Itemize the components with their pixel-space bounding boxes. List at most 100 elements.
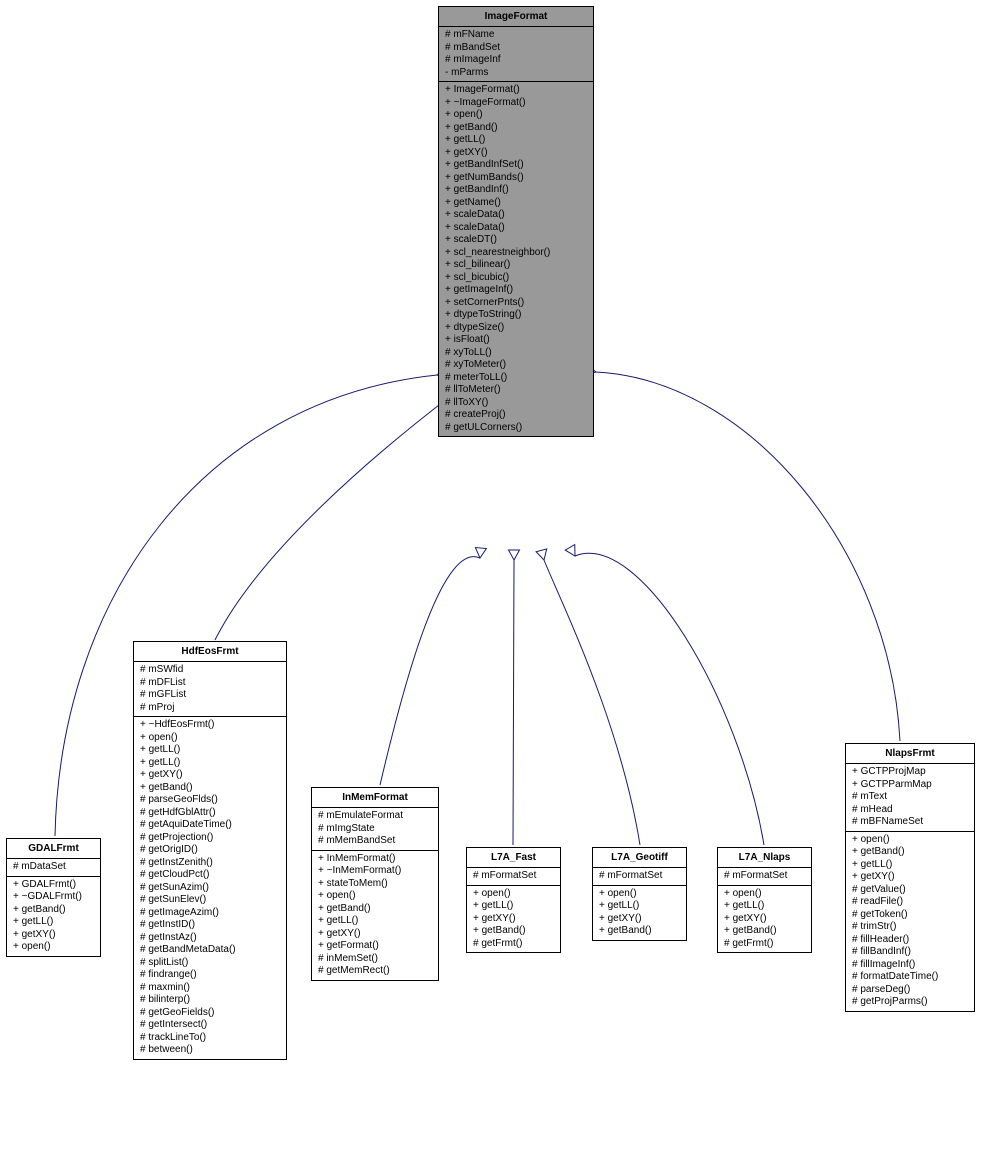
- op: # getCloudPct(): [140, 869, 280, 882]
- op: # fillHeader(): [852, 934, 968, 947]
- op: # parseDeg(): [852, 984, 968, 997]
- attr: # mDataSet: [13, 861, 94, 874]
- class-L7A_Fast: L7A_Fast# mFormatSet+ open()+ getLL()+ g…: [466, 847, 561, 953]
- op: # getProjParms(): [852, 996, 968, 1009]
- class-attrs: # mFName# mBandSet# mImageInf- mParms: [439, 27, 593, 82]
- op: + dtypeToString(): [445, 309, 587, 322]
- op: + getLL(): [13, 916, 94, 929]
- attr: # mHead: [852, 804, 968, 817]
- attr: # mBandSet: [445, 42, 587, 55]
- arrowhead-L7A_Fast: [509, 550, 520, 560]
- class-title: L7A_Geotiff: [593, 848, 686, 868]
- class-title: GDALFrmt: [7, 839, 100, 859]
- op: + getBand(): [724, 925, 805, 938]
- op: + getLL(): [852, 859, 968, 872]
- op: + scaleDT(): [445, 234, 587, 247]
- op: + getXY(): [599, 913, 680, 926]
- op: + getBandInf(): [445, 184, 587, 197]
- op: # fillImageInf(): [852, 959, 968, 972]
- op: # getToken(): [852, 909, 968, 922]
- op: # xyToLL(): [445, 347, 587, 360]
- op: + getName(): [445, 197, 587, 210]
- op: # getImageAzim(): [140, 907, 280, 920]
- op: + setCornerPnts(): [445, 297, 587, 310]
- op: + getFormat(): [318, 940, 432, 953]
- class-title: L7A_Nlaps: [718, 848, 811, 868]
- op: # between(): [140, 1044, 280, 1057]
- op: + getBand(): [318, 903, 432, 916]
- op: + open(): [13, 941, 94, 954]
- op: + getLL(): [140, 757, 280, 770]
- attr: # mSWfid: [140, 664, 280, 677]
- op: + ~ImageFormat(): [445, 97, 587, 110]
- op: # llToMeter(): [445, 384, 587, 397]
- op: # inMemSet(): [318, 953, 432, 966]
- attr: # mEmulateFormat: [318, 810, 432, 823]
- op: + dtypeSize(): [445, 322, 587, 335]
- class-HdfEosFrmt: HdfEosFrmt# mSWfid# mDFList# mGFList# mP…: [133, 641, 287, 1060]
- op: + open(): [318, 890, 432, 903]
- class-title: InMemFormat: [312, 788, 438, 808]
- op: + GDALFrmt(): [13, 879, 94, 892]
- class-attrs: # mEmulateFormat# mImgState# mMemBandSet: [312, 808, 438, 851]
- attr: # mGFList: [140, 689, 280, 702]
- class-ops: + ImageFormat()+ ~ImageFormat()+ open()+…: [439, 82, 593, 436]
- op: # maxmin(): [140, 982, 280, 995]
- op: + getLL(): [318, 915, 432, 928]
- op: # xyToMeter(): [445, 359, 587, 372]
- op: # getSunElev(): [140, 894, 280, 907]
- class-ops: + ~HdfEosFrmt()+ open()+ getLL()+ getLL(…: [134, 717, 286, 1059]
- op: + getImageInf(): [445, 284, 587, 297]
- op: + getXY(): [140, 769, 280, 782]
- op: + getBand(): [473, 925, 554, 938]
- op: # parseGeoFlds(): [140, 794, 280, 807]
- op: + open(): [473, 888, 554, 901]
- op: + getBand(): [852, 846, 968, 859]
- op: # getInstZenith(): [140, 857, 280, 870]
- op: # getAquiDateTime(): [140, 819, 280, 832]
- attr: # mImgState: [318, 823, 432, 836]
- op: # readFile(): [852, 896, 968, 909]
- op: # getOrigID(): [140, 844, 280, 857]
- class-ops: + open()+ getLL()+ getXY()+ getBand(): [593, 886, 686, 940]
- op: + ~GDALFrmt(): [13, 891, 94, 904]
- attr: # mBFNameSet: [852, 816, 968, 829]
- attr: # mFormatSet: [599, 870, 680, 883]
- op: # getProjection(): [140, 832, 280, 845]
- op: # llToXY(): [445, 397, 587, 410]
- arrowhead-L7A_Nlaps: [565, 545, 580, 559]
- attr: + GCTPProjMap: [852, 766, 968, 779]
- op: # getHdfGblAttr(): [140, 807, 280, 820]
- attr: # mFormatSet: [724, 870, 805, 883]
- attr: + GCTPParmMap: [852, 779, 968, 792]
- op: + getBand(): [140, 782, 280, 795]
- class-L7A_Geotiff: L7A_Geotiff # mFormatSet + open()+ getLL()…: [592, 847, 687, 941]
- edge-InMemFormat: [380, 557, 480, 785]
- op: # getIntersect(): [140, 1019, 280, 1032]
- class-ops: + InMemFormat()+ ~InMemFormat()+ stateTo…: [312, 851, 438, 980]
- edge-L7A_Fast: [513, 560, 514, 845]
- op: + getBand(): [13, 904, 94, 917]
- class-title: NlapsFrmt: [846, 744, 974, 764]
- class-ops: + open()+ getLL()+ getXY()+ getBand()# g…: [718, 886, 811, 953]
- class-InMemFormat: InMemFormat# mEmulateFormat# mImgState# …: [311, 787, 439, 981]
- class-GDALFrmt: GDALFrmt # mDataSet + GDALFrmt()+ ~GDALFrm…: [6, 838, 101, 957]
- op: # getSunAzim(): [140, 882, 280, 895]
- op: # trimStr(): [852, 921, 968, 934]
- attr: # mFName: [445, 29, 587, 42]
- class-title: ImageFormat: [439, 7, 593, 27]
- op: + open(): [599, 888, 680, 901]
- op: + scl_bicubic(): [445, 272, 587, 285]
- class-L7A_Nlaps: L7A_Nlaps # mFormatSet + open()+ getLL()+ …: [717, 847, 812, 953]
- op: + getXY(): [724, 913, 805, 926]
- op: + getNumBands(): [445, 172, 587, 185]
- op: + scaleData(): [445, 222, 587, 235]
- op: + stateToMem(): [318, 878, 432, 891]
- op: # getFrmt(): [724, 938, 805, 951]
- op: + getXY(): [445, 147, 587, 160]
- op: + getXY(): [473, 913, 554, 926]
- attr: - mParms: [445, 67, 587, 80]
- op: # getValue(): [852, 884, 968, 897]
- class-ImageFormat: ImageFormat# mFName# mBandSet# mImageInf…: [438, 6, 594, 437]
- op: # getBandMetaData(): [140, 944, 280, 957]
